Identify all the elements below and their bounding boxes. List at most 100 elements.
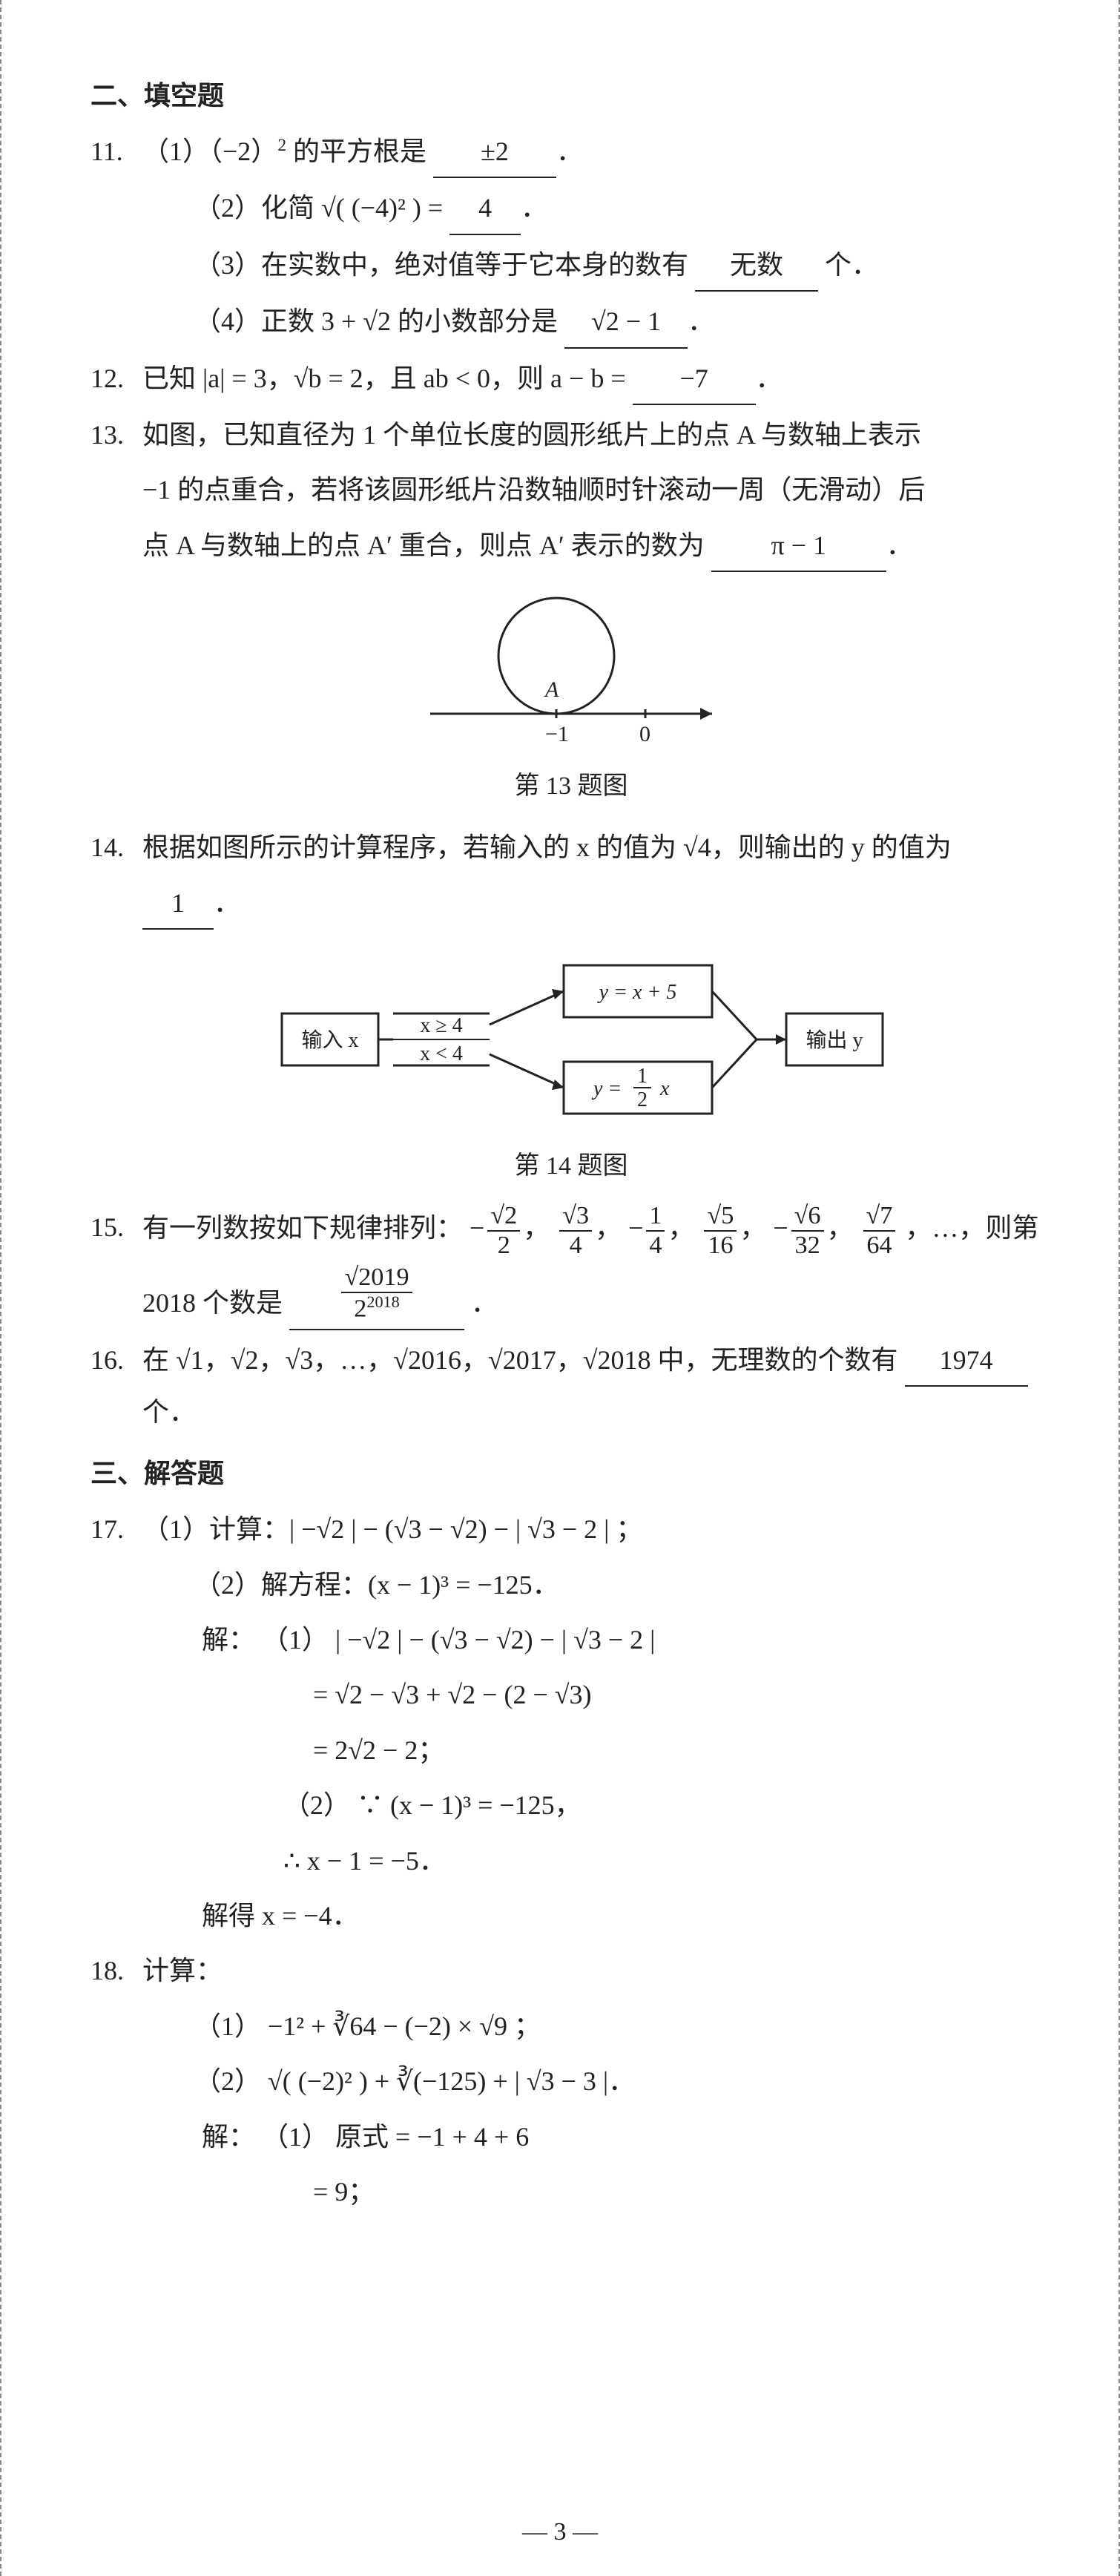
q13-line3-post: ． bbox=[886, 530, 913, 560]
q17-p1: （1）计算：| −√2 | − (√3 − √2) − | √3 − 2 | ； bbox=[142, 1514, 642, 1544]
fig14-cond-bot: x < 4 bbox=[420, 1042, 463, 1065]
fig13-tick-neg1-label: −1 bbox=[545, 722, 569, 746]
fig14-merge-top bbox=[712, 991, 757, 1039]
q15-post: ． bbox=[471, 1288, 498, 1318]
q11-1-pre: （1）（−2） bbox=[142, 137, 277, 166]
q14-blank: 1 bbox=[142, 878, 214, 930]
q18-sol-label: 解： bbox=[202, 2122, 255, 2152]
q14-ans-line: 1． bbox=[142, 878, 1052, 930]
fig14-branch-bot-prefix: y = bbox=[591, 1077, 622, 1100]
q15-pre: 有一列数按如下规律排列： bbox=[142, 1213, 463, 1243]
q11-2-sqrt: √( (−4)² ) bbox=[321, 193, 421, 223]
fig13-axis-arrow bbox=[700, 708, 712, 720]
q12-blank: −7 bbox=[633, 353, 756, 405]
fig14-input-label: 输入 x bbox=[301, 1028, 358, 1052]
q18-p2: （2） √( (−2)² ) + ∛(−125) + | √3 − 3 |． bbox=[194, 2056, 1052, 2106]
q14-post: ． bbox=[214, 888, 240, 918]
q16-post: 个． bbox=[142, 1397, 196, 1427]
q17-p2: （2）解方程：(x − 1)³ = −125． bbox=[194, 1560, 1052, 1610]
q11-1-post: ． bbox=[556, 137, 583, 166]
q12-number: 12. bbox=[90, 353, 124, 404]
q11-1-sup: 2 bbox=[277, 136, 286, 155]
fig13-tick-0-label: 0 bbox=[639, 722, 650, 746]
q16-blank: 1974 bbox=[905, 1335, 1028, 1387]
q18-s1b: = 9； bbox=[313, 2166, 1052, 2217]
q13: 13. 如图，已知直径为 1 个单位长度的圆形纸片上的点 A 与数轴上表示 bbox=[90, 410, 1052, 460]
q15-mid: ，…，则第 bbox=[905, 1213, 1038, 1243]
fig14-arrow-bot bbox=[490, 1054, 564, 1088]
q13-line2: −1 的点重合，若将该圆形纸片沿数轴顺时针滚动一周（无滑动）后 bbox=[142, 464, 1052, 515]
q15-number: 15. bbox=[90, 1202, 124, 1252]
q15-t1: √22 bbox=[484, 1202, 523, 1259]
fig13-label-A: A bbox=[544, 677, 559, 702]
page-number: — 3 — bbox=[1, 2518, 1119, 2546]
fig14-branch-bot-frac-top: 1 bbox=[637, 1065, 648, 1088]
q15-line2-pre: 2018 个数是 bbox=[142, 1288, 289, 1318]
fig14-arrow-top bbox=[490, 991, 564, 1025]
q17-sol-label: 解： bbox=[202, 1625, 255, 1655]
q15-blank: √2019 22018 bbox=[289, 1264, 464, 1330]
q11-2-mid: = bbox=[421, 193, 449, 223]
fig14-output-label: 输出 y bbox=[806, 1028, 863, 1052]
q18-p1: （1） −1² + ∛64 − (−2) × √9 ； bbox=[194, 2001, 1052, 2051]
q16: 16. 在 √1，√2，√3，…，√2016，√2017，√2018 中，无理数… bbox=[90, 1335, 1052, 1438]
q15-t3: 14 bbox=[643, 1202, 668, 1259]
q13-number: 13. bbox=[90, 410, 124, 460]
q11-4-pre: （4）正数 3 + √2 的小数部分是 bbox=[194, 306, 564, 336]
q16-number: 16. bbox=[90, 1335, 124, 1385]
q11-3-post: 个． bbox=[818, 250, 878, 280]
q14: 14. 根据如图所示的计算程序，若输入的 x 的值为 √4，则输出的 y 的值为 bbox=[90, 822, 1052, 873]
q11-4-post: ． bbox=[688, 306, 714, 336]
fig14-merge-bot bbox=[712, 1039, 757, 1088]
q17-s2b: ∴ x − 1 = −5． bbox=[283, 1836, 1052, 1886]
fig14-caption: 第 14 题图 bbox=[90, 1145, 1052, 1181]
q17-number: 17. bbox=[90, 1504, 124, 1554]
fig13-caption: 第 13 题图 bbox=[90, 765, 1052, 801]
q11-2-post: ． bbox=[521, 193, 547, 223]
q15-t5: √632 bbox=[788, 1202, 827, 1259]
q14-number: 14. bbox=[90, 822, 124, 873]
section-heading-solve: 三、解答题 bbox=[90, 1452, 1052, 1491]
q17-s1a: （1） | −√2 | − (√3 − √2) − | √3 − 2 | bbox=[262, 1625, 655, 1655]
q15-t6: √764 bbox=[860, 1202, 899, 1259]
fig14-branch-top-label: y = x + 5 bbox=[597, 981, 677, 1004]
q11-2-pre: （2）化简 bbox=[194, 193, 321, 223]
q11-4-blank: √2 − 1 bbox=[564, 296, 688, 348]
q11: 11. （1）（−2）2 的平方根是 ±2． bbox=[90, 126, 1052, 178]
q15-t2: √34 bbox=[556, 1202, 595, 1259]
q18-number: 18. bbox=[90, 1945, 124, 1996]
q13-line3: 点 A 与数轴上的点 A′ 重合，则点 A′ 表示的数为 π − 1． bbox=[142, 520, 1052, 572]
fig14-cond-top: x ≥ 4 bbox=[420, 1014, 462, 1037]
q11-1-blank: ±2 bbox=[433, 126, 556, 178]
q15-line2: 2018 个数是 √2019 22018 ． bbox=[142, 1264, 1052, 1330]
q11-3: （3）在实数中，绝对值等于它本身的数有 无数 个． bbox=[194, 240, 1052, 292]
q16-pre: 在 √1，√2，√3，…，√2016，√2017，√2018 中，无理数的个数有 bbox=[142, 1345, 905, 1375]
q17-s2c: 解得 x = −4． bbox=[202, 1890, 1052, 1941]
q13-blank: π − 1 bbox=[711, 520, 886, 572]
q11-number: 11. bbox=[90, 126, 123, 177]
q12-post: ． bbox=[756, 364, 783, 393]
q18-s1a: （1） 原式 = −1 + 4 + 6 bbox=[262, 2122, 529, 2152]
q11-2: （2）化简 √( (−4)² ) = 4． bbox=[194, 183, 1052, 234]
q11-2-blank: 4 bbox=[449, 183, 521, 234]
q17: 17. （1）计算：| −√2 | − (√3 − √2) − | √3 − 2… bbox=[90, 1504, 1052, 1554]
q17-s1b: = √2 − √3 + √2 − (2 − √3) bbox=[313, 1669, 1052, 1720]
q15-t4: √516 bbox=[701, 1202, 739, 1259]
q11-1-mid: 的平方根是 bbox=[286, 137, 433, 166]
q12: 12. 已知 |a| = 3，√b = 2，且 ab < 0，则 a − b =… bbox=[90, 353, 1052, 405]
q18-sol-1a: 解： （1） 原式 = −1 + 4 + 6 bbox=[202, 2112, 1052, 2162]
q14-line1: 根据如图所示的计算程序，若输入的 x 的值为 √4，则输出的 y 的值为 bbox=[142, 832, 952, 862]
q17-s1c: = 2√2 − 2； bbox=[313, 1725, 1052, 1775]
fig14-branch-bot-frac-bot: 2 bbox=[637, 1088, 648, 1111]
q11-3-pre: （3）在实数中，绝对值等于它本身的数有 bbox=[194, 250, 695, 280]
fig14-branch-bot-suffix: x bbox=[659, 1077, 670, 1100]
section-heading-fill: 二、填空题 bbox=[90, 74, 1052, 113]
fig14-svg: 输入 x x ≥ 4 x < 4 y = x + 5 y = 1 2 x 输出 … bbox=[237, 943, 905, 1136]
fig13-svg: A −1 0 bbox=[401, 585, 742, 756]
fig14-merge-out-head bbox=[776, 1034, 786, 1045]
fig14-arrow-top-head bbox=[552, 989, 564, 999]
q18-head: 计算： bbox=[142, 1956, 223, 1985]
q18: 18. 计算： bbox=[90, 1945, 1052, 1996]
q17-s2a: （2） ∵ (x − 1)³ = −125， bbox=[283, 1780, 1052, 1830]
q13-line1: 如图，已知直径为 1 个单位长度的圆形纸片上的点 A 与数轴上表示 bbox=[142, 420, 921, 450]
